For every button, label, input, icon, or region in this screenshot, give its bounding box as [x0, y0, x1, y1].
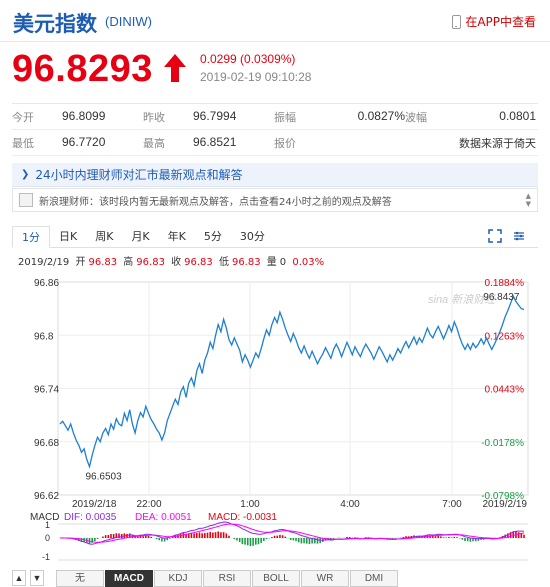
high-annotation: 96.8437 [483, 292, 520, 303]
fullscreen-icon[interactable] [488, 229, 502, 243]
stat-value: 96.7994 [193, 108, 237, 123]
watermark: sina 新浪财经 [428, 293, 496, 306]
ohlc-date: 2019/2/19 [18, 257, 70, 268]
x-tick-label: 2019/2/19 [483, 499, 528, 510]
x-tick-label: 7:00 [442, 499, 462, 510]
advisor-title: 24小时内理财师对汇市最新观点和解答 [35, 168, 243, 182]
y-tick-label: 96.8 [34, 331, 54, 342]
macd-tick: -1 [42, 552, 50, 562]
symbol-code: (DINIW) [105, 14, 152, 29]
tab-day[interactable]: 日K [59, 230, 78, 243]
y-tick-label: 96.68 [34, 438, 59, 449]
current-price: 96.8293 [12, 48, 153, 90]
tab-year[interactable]: 年K [167, 230, 186, 243]
chart-period-tabs: 1分 日K 周K 月K 年K 5分 30分 [12, 226, 538, 248]
page-title: 美元指数 [13, 12, 97, 36]
stat-value: 0.0801 [499, 108, 536, 123]
stats-table: 今开 96.8099 昨收 96.7994 振幅 0.0827% 波幅 0.0801 最… [12, 103, 538, 156]
tab-week[interactable]: 周K [95, 230, 114, 243]
stat-label: 昨收 [143, 110, 165, 124]
price-change: 0.0299 (0.0309%) [200, 52, 296, 66]
x-tick-label: 22:00 [136, 499, 161, 510]
ohlc-open: 96.83 [88, 257, 118, 268]
macd-dif: DIF: 0.0035 [64, 512, 117, 523]
stat-label: 最高 [143, 136, 165, 150]
y-tick-label: 96.74 [34, 385, 59, 396]
tab-5min[interactable]: 5分 [203, 230, 222, 243]
nav-up-button[interactable]: ▲ [12, 570, 26, 586]
chart-nav: ▲ ▼ [12, 570, 44, 586]
chevron-right-icon: ❯ [21, 169, 30, 180]
price-chart[interactable]: 96.86 0.1884% 96.8 0.1263% 96.74 0.0443% 96.68… [0, 268, 550, 568]
ohlc-low: 96.83 [231, 257, 261, 268]
indicator-tabs: 无 MACD KDJ RSI BOLL WR DMI [56, 570, 399, 587]
indicator-tab-none[interactable]: 无 [56, 570, 104, 587]
stat-label: 振幅 [274, 110, 296, 124]
indicator-tab-dmi[interactable]: DMI [350, 570, 398, 587]
stat-value: 96.7720 [62, 134, 106, 149]
indicator-tab-kdj[interactable]: KDJ [154, 570, 202, 587]
stat-value: 96.8521 [193, 134, 237, 149]
indicator-tab-boll[interactable]: BOLL [252, 570, 300, 587]
price-line [59, 294, 525, 469]
indicator-tab-rsi[interactable]: RSI [203, 570, 251, 587]
stats-row: 今开 96.8099 昨收 96.7994 振幅 0.0827% 波幅 0.0801 [12, 104, 538, 130]
avatar [19, 193, 33, 207]
macd-tick: 0 [45, 533, 50, 543]
y-tick-pct-label: -0.0178% [481, 438, 524, 449]
up-arrow-icon [164, 54, 186, 82]
ohlc-volume: 0 [279, 257, 287, 268]
advisor-bar[interactable]: ❯ 24小时内理财师对汇市最新观点和解答 [12, 163, 538, 187]
stat-value: 0.0827% [357, 108, 405, 123]
stat-label: 报价 [274, 136, 296, 150]
macd-value: MACD: -0.0031 [208, 512, 277, 523]
tab-1min[interactable]: 1分 [12, 226, 50, 248]
y-tick-pct-label: 0.1884% [485, 278, 525, 289]
ohlc-high: 96.83 [136, 257, 165, 268]
header: 美元指数 (DINIW) 在APP中查看 [0, 0, 550, 42]
ohlc-close: 96.83 [184, 257, 213, 268]
stat-label: 最低 [12, 136, 34, 150]
macd-label: MACD [30, 512, 59, 523]
nav-down-button[interactable]: ▼ [30, 570, 44, 586]
open-in-app-link[interactable]: 在APP中查看 [452, 13, 536, 30]
x-tick-label: 4:00 [340, 499, 360, 510]
settings-icon[interactable] [512, 229, 526, 243]
data-source: 数据来源于倚天 [459, 136, 536, 150]
stat-value: 96.8099 [62, 108, 106, 123]
macd-tick: 1 [45, 520, 50, 530]
open-in-app-label: 在APP中查看 [465, 15, 536, 29]
advisor-note[interactable]: 新浪理财师：该时段内暂无最新观点及解答，点击查看24小时之前的观点及解答 ▲ ▼ [12, 188, 538, 212]
ohlc-pct: 0.03% [292, 257, 325, 268]
low-annotation: 96.6503 [86, 472, 123, 483]
stat-label: 今开 [12, 110, 34, 124]
y-tick-pct-label: 0.0443% [485, 385, 525, 396]
advisor-note-text: 新浪理财师：该时段内暂无最新观点及解答，点击查看24小时之前的观点及解答 [39, 196, 392, 208]
phone-icon [452, 14, 462, 29]
indicator-tab-macd[interactable]: MACD [105, 570, 153, 587]
quote-time: 2019-02-19 09:10:28 [200, 70, 312, 84]
y-tick-label: 96.62 [34, 491, 59, 502]
macd-dif-line [59, 521, 525, 545]
x-tick-label: 2019/2/18 [72, 499, 117, 510]
stats-row: 最低 96.7720 最高 96.8521 报价 数据来源于倚天 [12, 130, 538, 156]
tab-month[interactable]: 月K [131, 230, 150, 243]
stat-label: 波幅 [405, 110, 427, 124]
scroll-updown-icon[interactable]: ▲ ▼ [525, 192, 531, 208]
x-tick-label: 1:00 [240, 499, 260, 510]
y-tick-label: 96.86 [34, 278, 59, 289]
macd-dea-line [60, 523, 525, 543]
y-tick-pct-label: 0.1263% [485, 331, 525, 342]
y-tick-pct-label: -0.0798% [481, 491, 524, 502]
indicator-tab-wr[interactable]: WR [301, 570, 349, 587]
macd-dea: DEA: 0.0051 [135, 512, 192, 523]
tab-30min[interactable]: 30分 [239, 230, 265, 243]
